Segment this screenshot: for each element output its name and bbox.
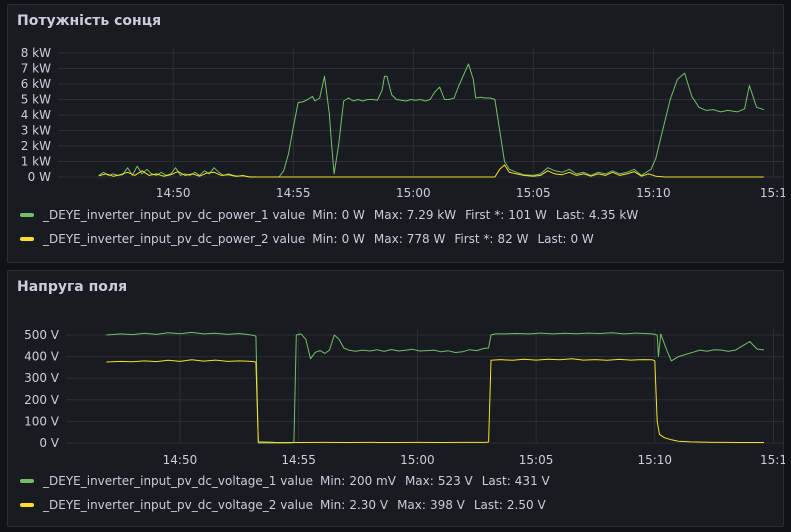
- legend-stat-key: Last:: [555, 208, 585, 222]
- legend-series-name: _DEYE_inverter_input_pv_dc_power_1 value: [43, 208, 306, 222]
- legend-stat-key: Last:: [473, 498, 503, 512]
- x-tick-label: 15:1: [760, 453, 785, 467]
- legend-stat-value: 2.50 V: [506, 498, 546, 512]
- voltage-legend: _DEYE_inverter_input_pv_dc_voltage_1 val…: [20, 469, 559, 517]
- y-tick-label: 7 kW: [21, 62, 51, 76]
- y-tick-label: 2 kW: [21, 139, 51, 153]
- voltage-chart: 0 V 100 V 200 V 300 V 400 V 500 V 14:50 14:55 15…: [24, 328, 785, 467]
- y-tick-label: 6 kW: [21, 77, 51, 91]
- y-tick-label: 400 V: [24, 350, 60, 364]
- y-tick-label: 1 kW: [21, 155, 51, 169]
- legend-item[interactable]: _DEYE_inverter_input_pv_dc_voltage_1 val…: [20, 469, 559, 493]
- y-tick-label: 3 kW: [21, 124, 51, 138]
- legend-stat-value: 200 mV: [349, 474, 396, 488]
- legend-stat-value: 2.30 V: [349, 498, 389, 512]
- legend-stat-value: 398 V: [429, 498, 465, 512]
- voltage-panel: Напруга поля 0 V 100 V 200 V 300 V 400 V 500 …: [7, 270, 785, 527]
- legend-stat: Max: 398 V: [397, 493, 465, 517]
- x-tick-label: 14:55: [276, 186, 311, 200]
- legend-stat-value: 778 W: [406, 232, 446, 246]
- legend-stat-key: First *:: [465, 208, 505, 222]
- y-tick-label: 5 kW: [21, 93, 51, 107]
- legend-series-name: _DEYE_inverter_input_pv_dc_voltage_2 val…: [43, 498, 313, 512]
- legend-color-swatch: [20, 503, 34, 507]
- legend-stat-value: 0 W: [341, 232, 365, 246]
- x-tick-label: 15:10: [637, 453, 672, 467]
- x-tick-label: 15:00: [396, 186, 431, 200]
- legend-stat: Last: 4.35 kW: [556, 203, 638, 227]
- series-line-2: [98, 164, 764, 178]
- legend-item[interactable]: _DEYE_inverter_input_pv_dc_voltage_2 val…: [20, 493, 559, 517]
- series-line-1: [106, 331, 765, 444]
- legend-stat: Last: 0 W: [537, 227, 593, 251]
- legend-stat-key: Last:: [537, 232, 567, 246]
- x-tick-label: 15:1: [760, 186, 785, 200]
- y-tick-label: 500 V: [24, 328, 60, 342]
- legend-series-name: _DEYE_inverter_input_pv_dc_power_2 value: [43, 232, 306, 246]
- legend-stat-key: Last:: [481, 474, 511, 488]
- x-tick-label: 15:05: [516, 186, 551, 200]
- y-tick-label: 200 V: [24, 393, 60, 407]
- legend-stat-key: Max:: [373, 208, 403, 222]
- x-tick-label: 14:55: [281, 453, 316, 467]
- x-tick-label: 15:00: [400, 453, 435, 467]
- panel-title: Напруга поля: [17, 279, 128, 295]
- legend-stat-value: 0 W: [341, 208, 365, 222]
- legend-stat: Last: 2.50 V: [474, 493, 546, 517]
- y-tick-label: 0 V: [39, 436, 59, 450]
- legend-stat-key: Max:: [373, 232, 403, 246]
- legend-item[interactable]: _DEYE_inverter_input_pv_dc_power_1 value…: [20, 203, 647, 227]
- legend-stat: Max: 778 W: [374, 227, 445, 251]
- legend-color-swatch: [20, 479, 34, 483]
- y-tick-label: 100 V: [24, 414, 60, 428]
- legend-stat: First *: 101 W: [465, 203, 547, 227]
- legend-stat: First *: 82 W: [454, 227, 528, 251]
- legend-stat-value: 82 W: [497, 232, 529, 246]
- legend-stat-key: Min:: [312, 232, 338, 246]
- legend-stat-key: Min:: [319, 474, 346, 488]
- legend-stat-value: 431 V: [514, 474, 550, 488]
- y-tick-label: 8 kW: [21, 46, 51, 60]
- y-tick-label: 0 W: [28, 170, 51, 184]
- legend-item[interactable]: _DEYE_inverter_input_pv_dc_power_2 value…: [20, 227, 647, 251]
- legend-stat: Min: 2.30 V: [320, 493, 388, 517]
- legend-stat: Max: 7.29 kW: [374, 203, 456, 227]
- y-tick-label: 300 V: [24, 371, 60, 385]
- legend-stat-key: Max:: [404, 474, 434, 488]
- x-tick-label: 15:10: [636, 186, 671, 200]
- legend-color-swatch: [20, 213, 34, 217]
- y-tick-label: 4 kW: [21, 108, 51, 122]
- legend-stat: Min: 0 W: [312, 227, 365, 251]
- legend-stat-key: Min:: [319, 498, 346, 512]
- legend-stat-value: 523 V: [437, 474, 473, 488]
- power-legend: _DEYE_inverter_input_pv_dc_power_1 value…: [20, 203, 647, 251]
- legend-stat-key: Max:: [397, 498, 426, 512]
- legend-stat-key: Min:: [312, 208, 338, 222]
- x-tick-label: 15:05: [519, 453, 554, 467]
- power-chart: 0 W1 kW 2 kW3 kW 4 kW5 kW 6 kW7 kW 8 kW 14:50…: [21, 46, 785, 200]
- legend-series-name: _DEYE_inverter_input_pv_dc_voltage_1 val…: [43, 474, 313, 488]
- legend-stat-value: 7.29 kW: [406, 208, 457, 222]
- series-line-1: [98, 63, 764, 178]
- legend-stat-key: First *:: [454, 232, 494, 246]
- panel-title: Потужність сонця: [17, 13, 162, 29]
- legend-stat: Min: 0 W: [312, 203, 365, 227]
- legend-stat-value: 0 W: [570, 232, 594, 246]
- legend-stat-value: 4.35 kW: [588, 208, 639, 222]
- legend-color-swatch: [20, 237, 34, 241]
- x-tick-label: 14:50: [163, 453, 198, 467]
- legend-stat: Min: 200 mV: [320, 469, 396, 493]
- legend-stat: Max: 523 V: [405, 469, 473, 493]
- legend-stat-value: 101 W: [508, 208, 547, 222]
- legend-stat: Last: 431 V: [482, 469, 550, 493]
- x-tick-label: 14:50: [156, 186, 191, 200]
- series-line-2: [106, 358, 764, 443]
